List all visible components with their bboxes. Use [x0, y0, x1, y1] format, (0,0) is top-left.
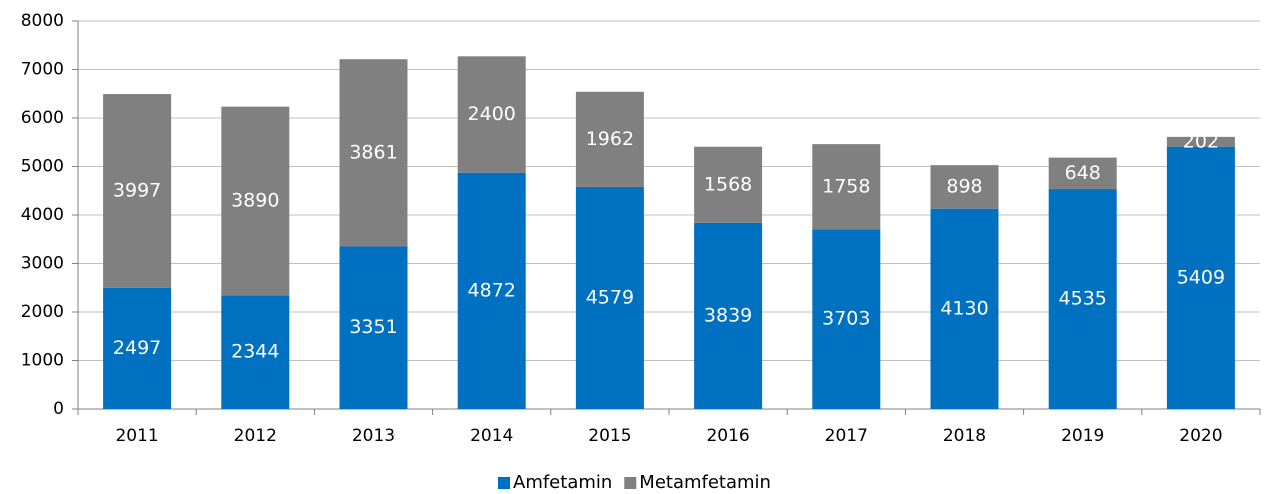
y-tick-label: 0	[53, 399, 64, 419]
bar-segment	[930, 208, 999, 409]
data-label: 898	[946, 175, 982, 197]
x-tick-label: 2020	[1179, 426, 1222, 446]
bar-segment	[339, 59, 408, 247]
y-tick-label: 6000	[21, 108, 64, 128]
bar-segment	[457, 172, 526, 409]
data-label: 1568	[704, 173, 752, 195]
x-tick-label: 2019	[1061, 426, 1104, 446]
data-label: 3861	[349, 141, 397, 163]
bar-segment	[1048, 189, 1117, 409]
bar-segment	[221, 106, 290, 296]
x-tick-label: 2018	[943, 426, 986, 446]
bar-segment	[339, 246, 408, 409]
data-label: 202	[1183, 130, 1219, 152]
y-tick-label: 4000	[21, 205, 64, 225]
y-tick-label: 3000	[21, 254, 64, 274]
data-label: 3890	[231, 189, 279, 211]
data-label: 648	[1065, 162, 1101, 184]
legend-swatch	[498, 477, 510, 489]
x-tick-label: 2011	[115, 426, 158, 446]
data-label: 4535	[1059, 288, 1107, 310]
data-label: 3351	[349, 316, 397, 338]
data-label: 3703	[822, 308, 870, 330]
bar-segment	[221, 295, 290, 409]
x-tick-label: 2014	[470, 426, 513, 446]
data-label: 2400	[468, 103, 516, 125]
bar-segment	[694, 146, 763, 223]
bar-segment	[1048, 157, 1117, 190]
legend-label: Amfetamin	[513, 472, 612, 493]
y-tick-label: 8000	[21, 11, 64, 31]
data-label: 3839	[704, 304, 752, 326]
y-tick-label: 1000	[21, 351, 64, 371]
y-tick-label: 2000	[21, 302, 64, 322]
bar-segment	[457, 56, 526, 173]
bar-segment	[812, 229, 881, 409]
bar-segment	[103, 287, 172, 409]
data-label: 1962	[586, 128, 634, 150]
data-label: 4579	[586, 286, 634, 308]
x-tick-label: 2017	[825, 426, 868, 446]
bar-segment	[812, 144, 881, 230]
data-label: 3997	[113, 179, 161, 201]
bar-segment	[575, 186, 644, 409]
x-tick-label: 2015	[588, 426, 631, 446]
bar-segment	[1166, 146, 1235, 409]
y-tick-label: 7000	[21, 60, 64, 80]
x-tick-label: 2013	[352, 426, 395, 446]
data-label: 5409	[1177, 266, 1225, 288]
y-tick-label: 5000	[21, 157, 64, 177]
legend-swatch	[624, 477, 637, 489]
bar-segment	[694, 222, 763, 409]
data-label: 2497	[113, 337, 161, 359]
bar-segment	[1166, 136, 1235, 147]
bar-segment	[103, 94, 172, 288]
legend-label: Metamfetamin	[639, 472, 771, 493]
data-label: 1758	[822, 175, 870, 197]
bar-segment	[930, 165, 999, 209]
data-label: 2344	[231, 341, 279, 363]
data-label: 4872	[468, 279, 516, 301]
data-label: 4130	[940, 297, 988, 319]
bar-segment	[575, 91, 644, 187]
x-tick-label: 2016	[706, 426, 749, 446]
x-tick-label: 2012	[234, 426, 277, 446]
